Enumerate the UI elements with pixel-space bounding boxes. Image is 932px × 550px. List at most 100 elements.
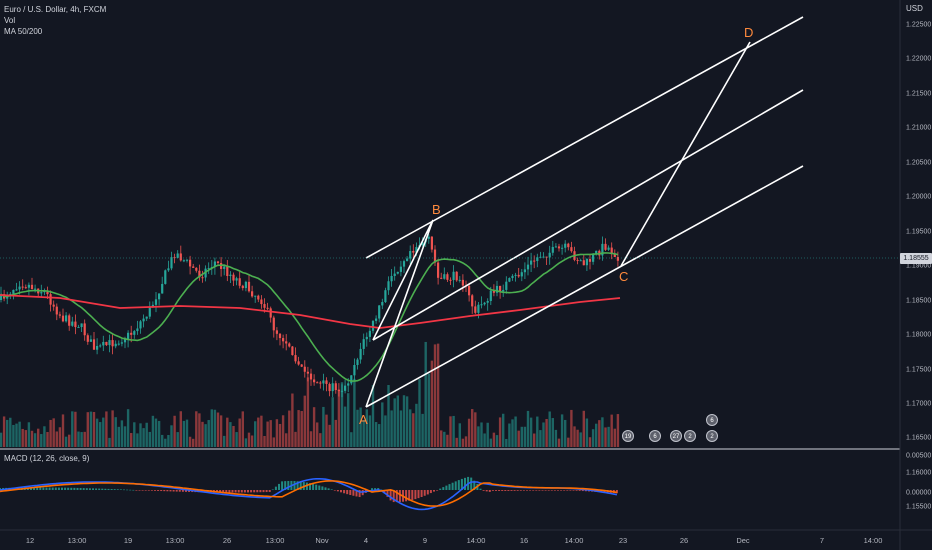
symbol-legend[interactable]: Euro / U.S. Dollar, 4h, FXCM <box>4 5 107 14</box>
candle-body <box>440 277 443 279</box>
event-icon[interactable]: 19 <box>622 430 634 442</box>
event-icon[interactable]: 2 <box>684 430 696 442</box>
candle-body <box>49 294 52 305</box>
time-tick: 13:00 <box>67 536 87 545</box>
ma-legend[interactable]: MA 50/200 <box>4 27 43 36</box>
candle-body <box>406 258 409 262</box>
macd-histogram-bar <box>550 490 553 491</box>
volume-bar <box>309 431 313 447</box>
event-icon[interactable]: 2 <box>706 430 718 442</box>
candle-body <box>393 273 396 276</box>
macd-histogram-bar <box>82 488 85 490</box>
volume-bar <box>55 431 58 447</box>
volume-bar <box>278 423 282 447</box>
macd-histogram-bar <box>231 490 234 493</box>
macd-histogram-bar <box>346 490 349 495</box>
time-tick: 19 <box>123 536 133 545</box>
macd-histogram-bar <box>318 485 321 490</box>
macd-histogram-bar <box>578 490 581 491</box>
macd-histogram-bar <box>61 487 63 490</box>
macd-histogram-bar <box>572 490 575 491</box>
candle-body <box>226 266 229 276</box>
macd-histogram-bar <box>448 484 451 490</box>
macd-histogram-bar <box>309 483 311 490</box>
volume-bar <box>322 406 325 447</box>
macd-histogram-bar <box>123 489 125 491</box>
volume-bar <box>477 426 480 447</box>
macd-histogram-bar <box>439 488 442 490</box>
candle-body <box>610 247 613 254</box>
candle-body <box>368 330 371 337</box>
candle-body <box>161 283 164 294</box>
volume-bar <box>167 434 170 447</box>
volume-bar <box>467 418 471 447</box>
candle-body <box>557 246 561 249</box>
volume-bar <box>195 411 198 447</box>
volume-bar <box>105 411 108 447</box>
volume-bar <box>92 411 96 447</box>
volume-bar <box>483 433 486 447</box>
macd-histogram-bar <box>470 477 473 490</box>
candle-body <box>77 327 80 329</box>
volume-bar <box>508 423 511 447</box>
macd-histogram-bar <box>343 490 346 494</box>
macd-histogram-bar <box>327 488 330 490</box>
candle-body <box>492 290 495 293</box>
macd-histogram-bar <box>315 484 318 490</box>
macd-histogram-bar <box>386 490 389 497</box>
candle-body <box>331 383 334 392</box>
volume-bar <box>27 422 31 447</box>
volume-bar <box>523 426 527 447</box>
time-tick: 23 <box>618 536 628 545</box>
volume-bar <box>133 422 136 447</box>
volume-bar <box>520 426 523 447</box>
volume-bar <box>607 426 610 447</box>
candle-body <box>247 281 251 292</box>
volume-bar <box>179 411 182 447</box>
candle-body <box>350 375 353 384</box>
macd-histogram-bar <box>581 490 584 492</box>
volume-bar <box>130 433 133 447</box>
volume-bar <box>399 410 403 447</box>
event-icon[interactable]: 27 <box>670 430 682 442</box>
volume-bar <box>436 343 440 447</box>
macd-histogram-bar <box>526 490 528 491</box>
price-tick: 1.20000 <box>906 193 932 201</box>
macd-histogram-bar <box>299 481 302 490</box>
candle-body <box>158 293 161 300</box>
candle-body <box>80 323 83 328</box>
volume-legend[interactable]: Vol <box>4 16 16 25</box>
candle-body <box>533 260 536 262</box>
volume-bar <box>613 428 616 447</box>
macd-histogram-bar <box>169 490 172 492</box>
macd-histogram-bar <box>88 488 91 490</box>
macd-histogram-bar <box>575 490 578 491</box>
candle-body <box>536 257 539 262</box>
volume-bar <box>49 419 52 447</box>
volume-bar <box>151 415 155 447</box>
candle-body <box>347 383 350 386</box>
event-icon[interactable]: 6 <box>649 430 661 442</box>
volume-bar <box>579 432 582 447</box>
macd-histogram-bar <box>95 488 98 490</box>
macd-legend[interactable]: MACD (12, 26, close, 9) <box>4 454 90 463</box>
price-tick: 1.22000 <box>906 55 932 63</box>
candle-body <box>613 253 616 258</box>
price-tick: 1.21500 <box>906 90 932 98</box>
volume-bar <box>489 438 492 447</box>
macd-histogram-bar <box>144 490 147 491</box>
volume-bar <box>238 418 241 447</box>
volume-bar <box>325 414 328 447</box>
macd-histogram-bar <box>374 488 377 490</box>
macd-histogram-bar <box>535 490 538 491</box>
price-tick: 1.16000 <box>906 469 932 477</box>
event-icon[interactable]: 6 <box>706 414 718 426</box>
candle-body <box>511 275 514 279</box>
candle-body <box>195 267 198 271</box>
candle-body <box>170 257 173 269</box>
candle-body <box>216 261 220 263</box>
candle-body <box>130 332 133 335</box>
macd-histogram-bar <box>188 490 191 492</box>
candle-body <box>291 346 294 356</box>
